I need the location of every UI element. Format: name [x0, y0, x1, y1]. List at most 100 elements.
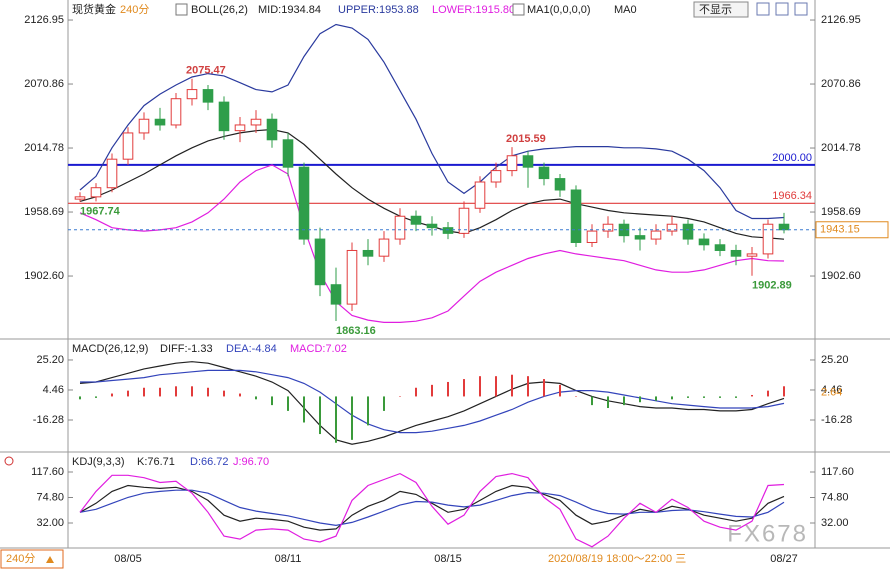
display-button-label: 不显示 — [699, 3, 732, 16]
candle-body — [90, 187, 102, 198]
candle-body — [554, 178, 566, 191]
y-tick-label: 32.00 — [821, 517, 849, 529]
histogram-bar — [655, 396, 657, 401]
candle-body — [522, 155, 534, 168]
histogram-bar — [495, 376, 497, 397]
candle-body — [234, 124, 246, 132]
histogram-bar — [671, 396, 673, 400]
histogram-bar — [319, 396, 321, 435]
candle-body — [746, 253, 758, 257]
candle-body — [106, 158, 118, 189]
candle-body — [602, 223, 614, 232]
histogram-bar — [623, 396, 625, 406]
y-tick-label: 2014.78 — [821, 142, 861, 154]
ma-label: MA1(0,0,0,0) — [527, 4, 591, 16]
frame — [0, 0, 890, 549]
ma-value-label: MA0 — [614, 4, 637, 16]
legend-j: J:96.70 — [233, 456, 269, 468]
histogram-bar — [159, 387, 161, 397]
y-tick-label: 4.46 — [43, 384, 64, 396]
histogram-bar — [239, 393, 241, 397]
y-tick-label: 2126.95 — [24, 14, 64, 26]
indicator-icon[interactable] — [175, 3, 188, 16]
candle-body — [154, 118, 166, 126]
candle-body — [122, 132, 134, 160]
y-tick-label: 74.80 — [36, 491, 64, 503]
candle-body — [250, 118, 262, 126]
legend-lower: LOWER:1915.80 — [432, 4, 515, 16]
indicator-label: KDJ(9,3,3) — [72, 456, 125, 468]
histogram-bar — [463, 379, 465, 397]
histogram-bar — [591, 396, 593, 406]
candle-body — [378, 238, 390, 257]
y-tick-label: 2014.78 — [24, 142, 64, 154]
period-button[interactable] — [0, 549, 64, 569]
histogram-bar — [175, 386, 177, 397]
y-tick-label: 2070.86 — [24, 78, 64, 90]
histogram-bar — [255, 396, 257, 400]
candle-body — [714, 244, 726, 251]
settings-icon[interactable] — [4, 456, 14, 466]
legend-diff: DIFF:-1.33 — [160, 343, 213, 355]
indicator-label: BOLL(26,2) — [191, 4, 248, 16]
x-tick-label: 08/15 — [434, 553, 462, 565]
histogram-bar — [735, 396, 737, 398]
histogram-bar — [447, 381, 449, 397]
candle-body — [538, 166, 550, 180]
candle-body — [218, 101, 230, 132]
legend-k: K:76.71 — [137, 456, 175, 468]
period-button-label: 240分 — [6, 552, 35, 565]
cursor-value-label: 2.64 — [821, 387, 842, 399]
series-line — [80, 369, 785, 434]
candle-body — [442, 227, 454, 234]
histogram-bar — [703, 396, 705, 398]
legend-mid: MID:1934.84 — [258, 4, 321, 16]
candle-body — [138, 118, 150, 134]
histogram-bar — [543, 379, 545, 397]
close-icon[interactable] — [794, 2, 808, 16]
indicator-icon[interactable] — [512, 3, 525, 16]
candle-body — [202, 89, 214, 103]
candle-body — [666, 223, 678, 232]
histogram-bar — [127, 390, 129, 397]
horizontal-line-label: 1966.34 — [772, 190, 812, 202]
y-tick-label: 32.00 — [36, 517, 64, 529]
display-button[interactable] — [693, 1, 749, 18]
candle-body — [74, 196, 86, 200]
candle-body — [330, 284, 342, 305]
histogram-bar — [287, 396, 289, 411]
histogram-bar — [191, 386, 193, 397]
histogram-bar — [79, 396, 81, 400]
y-tick-label: -16.28 — [821, 414, 852, 426]
candle-body — [474, 181, 486, 209]
instrument-title: 现货黄金 — [72, 2, 116, 16]
histogram-bar — [767, 390, 769, 397]
candle-body — [650, 230, 662, 240]
y-tick-label: 1958.69 — [821, 206, 861, 218]
candle-body — [314, 238, 326, 286]
y-tick-label: 2070.86 — [821, 78, 861, 90]
candle-body — [266, 118, 278, 141]
x-tick-label: 08/11 — [275, 553, 302, 565]
y-tick-label: 117.60 — [821, 466, 854, 478]
candle-body — [698, 238, 710, 246]
candle-body — [298, 166, 310, 240]
y-tick-label: 4.46 — [821, 384, 842, 396]
zoom-out-icon[interactable] — [775, 2, 789, 16]
histogram-bar — [143, 387, 145, 397]
watermark: FX678 — [727, 520, 808, 547]
candle-body — [762, 223, 774, 255]
period-arrow — [46, 556, 54, 563]
candle-body — [362, 249, 374, 257]
histogram-bar — [207, 387, 209, 397]
legend-d: D:66.72 — [190, 456, 229, 468]
series-line — [79, 489, 785, 527]
extreme-label: 1863.16 — [336, 325, 376, 337]
zoom-in-icon[interactable] — [756, 2, 770, 16]
candle-body — [634, 235, 646, 240]
histogram-bar — [383, 396, 385, 411]
histogram-bar — [479, 376, 481, 397]
histogram-bar — [111, 393, 113, 397]
histogram-bar — [95, 396, 97, 398]
